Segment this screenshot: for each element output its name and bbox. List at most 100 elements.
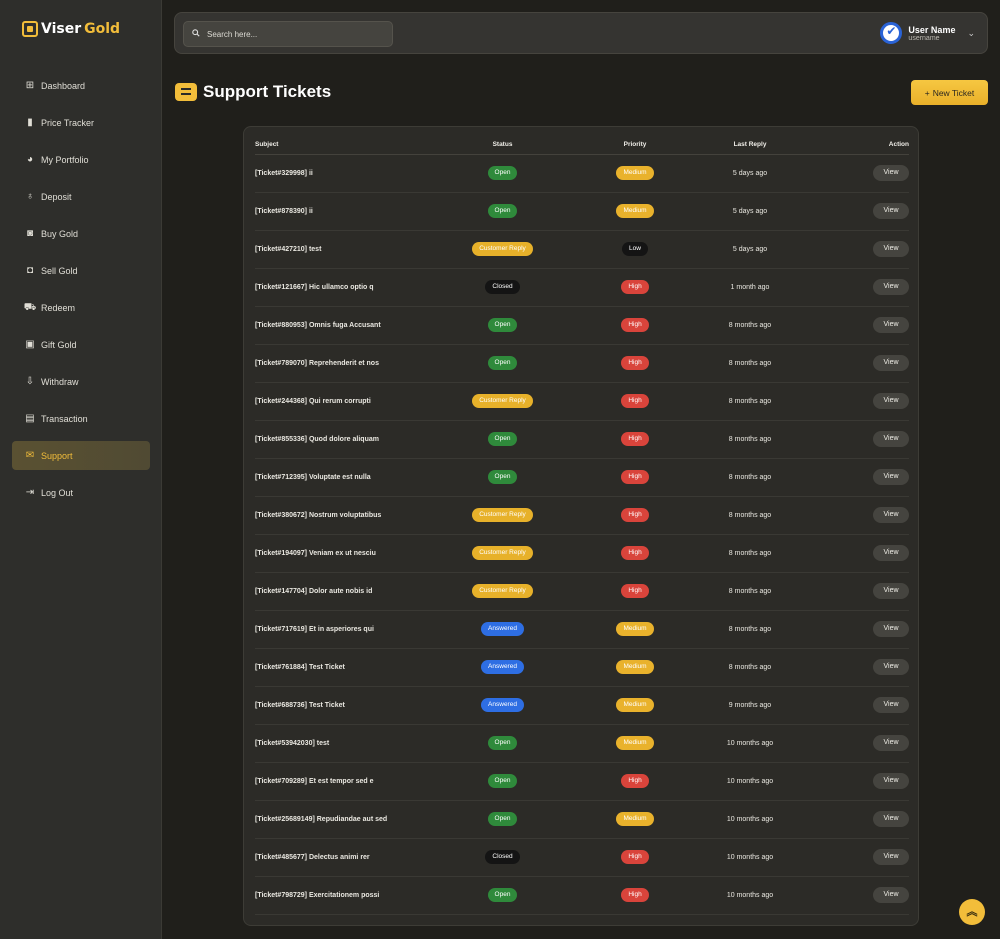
user-menu[interactable]: User Name username ⌄ <box>880 22 975 44</box>
priority-cell: High <box>570 344 700 383</box>
ticket-subject[interactable]: [Ticket#53942030] test <box>255 724 435 763</box>
sidebar-item-withdraw[interactable]: ⇩ Withdraw <box>12 367 150 396</box>
table-row: [Ticket#712395] Voluptate est nulla Open H… <box>255 458 909 497</box>
action-cell: View <box>800 686 909 725</box>
new-ticket-button[interactable]: + New Ticket <box>911 80 988 105</box>
priority-cell: High <box>570 420 700 459</box>
ticket-subject[interactable]: [Ticket#709289] Et est tempor sed e <box>255 762 435 801</box>
view-button[interactable]: View <box>873 469 909 485</box>
sidebar-item-transaction[interactable]: ▤ Transaction <box>12 404 150 433</box>
ticket-subject[interactable]: [Ticket#121667] Hic ullamco optio q <box>255 268 435 307</box>
last-reply: 10 months ago <box>700 800 800 839</box>
sidebar-item-label: Dashboard <box>41 80 86 91</box>
ticket-subject[interactable]: [Ticket#855336] Quod dolore aliquam <box>255 420 435 459</box>
sidebar-item-dashboard[interactable]: ⊞ Dashboard <box>12 71 150 100</box>
view-button[interactable]: View <box>873 431 909 447</box>
column-header-subject: Subject <box>255 135 435 155</box>
ticket-subject[interactable]: [Ticket#147704] Dolor aute nobis id <box>255 572 435 611</box>
sidebar-item-label: Support <box>41 450 73 461</box>
view-button[interactable]: View <box>873 735 909 751</box>
status-cell: Customer Reply <box>435 572 570 611</box>
scroll-to-top-button[interactable]: ︽ <box>959 899 985 925</box>
user-info: User Name username <box>908 25 955 42</box>
view-button[interactable]: View <box>873 887 909 903</box>
ticket-subject[interactable]: [Ticket#688736] Test Ticket <box>255 686 435 725</box>
action-cell: View <box>800 610 909 649</box>
sidebar-item-deposit[interactable]: ♁ Deposit <box>12 182 150 211</box>
priority-badge: Medium <box>616 736 654 750</box>
priority-badge: Medium <box>616 698 654 712</box>
sidebar-item-label: Transaction <box>41 413 88 424</box>
view-button[interactable]: View <box>873 697 909 713</box>
ticket-subject[interactable]: [Ticket#712395] Voluptate est nulla <box>255 458 435 497</box>
sidebar-item-label: Buy Gold <box>41 228 79 239</box>
priority-badge: High <box>621 888 649 902</box>
ticket-subject[interactable]: [Ticket#244368] Qui rerum corrupti <box>255 382 435 421</box>
priority-cell: Medium <box>570 154 700 193</box>
sidebar-item-sell-gold[interactable]: ◘ Sell Gold <box>12 256 150 285</box>
table-header-row: Subject Status Priority Last Reply Actio… <box>255 135 909 155</box>
last-reply: 8 months ago <box>700 344 800 383</box>
status-badge: Open <box>487 774 518 788</box>
status-badge: Customer Reply <box>472 546 533 560</box>
priority-badge: High <box>621 318 649 332</box>
view-button[interactable]: View <box>873 621 909 637</box>
ticket-subject[interactable]: [Ticket#717619] Et in asperiores qui <box>255 610 435 649</box>
ticket-subject[interactable]: [Ticket#485677] Delectus animi rer <box>255 838 435 877</box>
view-button[interactable]: View <box>873 659 909 675</box>
sidebar-item-price-tracker[interactable]: ▮ Price Tracker <box>12 108 150 137</box>
action-cell: View <box>800 458 909 497</box>
avatar[interactable] <box>880 22 903 44</box>
last-reply: 8 months ago <box>700 458 800 497</box>
last-reply: 10 months ago <box>700 876 800 915</box>
view-button[interactable]: View <box>873 165 909 181</box>
table-row: [Ticket#485677] Delectus animi rer Closed… <box>255 838 909 877</box>
sidebar-item-label: Price Tracker <box>41 117 95 128</box>
sidebar-item-gift-gold[interactable]: ▣ Gift Gold <box>12 330 150 359</box>
chevron-down-icon[interactable]: ⌄ <box>967 27 975 38</box>
user-handle: username <box>908 34 940 42</box>
sidebar-item-redeem[interactable]: ⛟ Redeem <box>12 293 150 322</box>
search-input[interactable] <box>207 29 387 39</box>
view-button[interactable]: View <box>873 241 909 257</box>
chart-bars-icon: ▮ <box>27 116 33 128</box>
action-cell: View <box>800 572 909 611</box>
sidebar-item-my-portfolio[interactable]: ◕ My Portfolio <box>12 145 150 174</box>
withdraw-icon: ⇩ <box>25 375 35 387</box>
ticket-subject[interactable]: [Ticket#880953] Omnis fuga Accusant <box>255 306 435 345</box>
view-button[interactable]: View <box>873 393 909 409</box>
priority-cell: Medium <box>570 648 700 687</box>
view-button[interactable]: View <box>873 279 909 295</box>
view-button[interactable]: View <box>873 203 909 219</box>
ticket-subject[interactable]: [Ticket#761884] Test Ticket <box>255 648 435 687</box>
view-button[interactable]: View <box>873 317 909 333</box>
table-row: [Ticket#147704] Dolor aute nobis id Custo… <box>255 572 909 611</box>
ticket-subject[interactable]: [Ticket#427210] test <box>255 230 435 269</box>
view-button[interactable]: View <box>873 355 909 371</box>
ticket-subject[interactable]: [Ticket#878390] ii <box>255 192 435 231</box>
sidebar-item-log-out[interactable]: ⇥ Log Out <box>12 478 150 507</box>
ticket-subject[interactable]: [Ticket#380672] Nostrum voluptatibus <box>255 496 435 535</box>
ticket-subject[interactable]: [Ticket#789070] Reprehenderit et nos <box>255 344 435 383</box>
priority-cell: Low <box>570 230 700 269</box>
brand-logo[interactable]: Viser Gold <box>22 21 120 37</box>
view-button[interactable]: View <box>873 773 909 789</box>
view-button[interactable]: View <box>873 849 909 865</box>
view-button[interactable]: View <box>873 545 909 561</box>
priority-cell: High <box>570 496 700 535</box>
ticket-subject[interactable]: [Ticket#25689149] Repudiandae aut sed <box>255 800 435 839</box>
topbar: User Name username ⌄ <box>174 12 988 54</box>
view-button[interactable]: View <box>873 811 909 827</box>
view-button[interactable]: View <box>873 583 909 599</box>
status-cell: Open <box>435 154 570 193</box>
priority-cell: High <box>570 306 700 345</box>
ticket-subject[interactable]: [Ticket#798729] Exercitationem possi <box>255 876 435 915</box>
sidebar-item-support[interactable]: ✉ Support <box>12 441 150 470</box>
sell-gold-icon: ◘ <box>26 264 34 276</box>
money-bag-icon: ♁ <box>26 190 34 202</box>
ticket-subject[interactable]: [Ticket#194097] Veniam ex ut nesciu <box>255 534 435 573</box>
view-button[interactable]: View <box>873 507 909 523</box>
priority-badge: Low <box>622 242 648 256</box>
sidebar-item-buy-gold[interactable]: ◙ Buy Gold <box>12 219 150 248</box>
ticket-subject[interactable]: [Ticket#329998] ii <box>255 154 435 193</box>
